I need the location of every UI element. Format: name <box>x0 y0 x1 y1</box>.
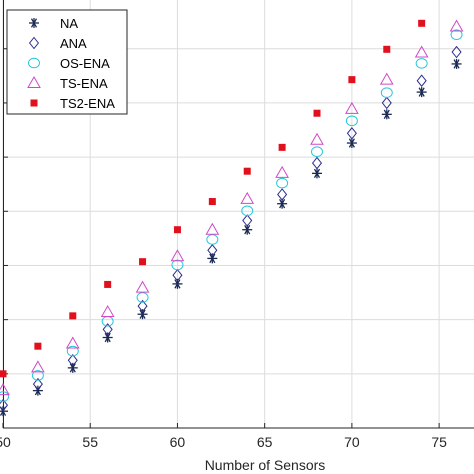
data-point <box>102 332 113 343</box>
legend-item: NA <box>29 16 78 31</box>
legend-box <box>6 9 128 115</box>
data-point <box>449 19 464 32</box>
legend-item: OS-ENA <box>28 56 110 71</box>
data-point <box>278 143 286 151</box>
data-point <box>104 280 112 288</box>
data-point <box>346 138 357 149</box>
legend-marker <box>30 99 38 107</box>
x-tick-label: 70 <box>344 434 360 450</box>
legend: NA ANA OS-ENA TS-ENA TS2-ENA <box>6 9 128 115</box>
data-point <box>207 243 218 257</box>
data-point <box>173 226 181 234</box>
data-point <box>451 58 462 69</box>
data-point <box>276 177 289 189</box>
data-point <box>242 214 253 227</box>
data-point <box>414 45 429 58</box>
legend-marker <box>28 36 40 50</box>
data-point <box>345 115 358 127</box>
data-point <box>67 362 78 373</box>
data-point <box>137 309 148 320</box>
data-point <box>171 259 184 271</box>
series-ana <box>0 45 462 412</box>
axes <box>2 0 474 429</box>
data-point <box>380 87 393 98</box>
data-point <box>0 383 10 396</box>
data-point <box>243 167 251 175</box>
data-point <box>137 299 148 313</box>
legend-item: TS2-ENA <box>30 96 115 111</box>
legend-label: TS2-ENA <box>60 96 115 111</box>
data-point <box>240 191 255 204</box>
data-point <box>450 29 463 40</box>
data-point <box>206 234 219 245</box>
data-point <box>381 96 392 110</box>
data-point <box>207 253 218 264</box>
data-point <box>65 336 80 349</box>
data-point <box>345 101 359 114</box>
data-point <box>381 109 392 120</box>
data-point <box>310 132 324 145</box>
data-point <box>102 323 113 336</box>
legend-marker <box>29 18 39 28</box>
data-point <box>415 58 428 69</box>
data-point <box>67 353 78 367</box>
data-point <box>0 370 7 378</box>
series-os-ena <box>0 29 463 402</box>
x-tick-label: 75 <box>431 434 447 450</box>
series-ts2-ena <box>0 19 426 378</box>
data-point <box>275 165 289 178</box>
data-point <box>0 398 9 412</box>
data-point <box>418 19 426 27</box>
data-point <box>170 249 185 262</box>
legend-label: TS-ENA <box>60 76 108 91</box>
x-tick-label: 65 <box>257 434 273 450</box>
data-point <box>139 258 147 266</box>
data-point <box>66 345 79 357</box>
data-point <box>416 87 427 98</box>
x-tick-label: 55 <box>82 434 98 450</box>
data-point <box>135 280 150 293</box>
data-point <box>208 198 216 206</box>
data-point <box>0 391 9 402</box>
data-point <box>346 126 357 140</box>
data-point <box>451 45 462 59</box>
data-point <box>205 222 220 235</box>
data-point <box>311 156 323 170</box>
data-point <box>69 312 77 320</box>
data-point <box>312 168 322 179</box>
data-point <box>277 188 288 201</box>
x-tick-label: 60 <box>170 434 186 450</box>
legend-label: OS-ENA <box>60 56 110 71</box>
data-point <box>31 370 44 381</box>
data-point <box>100 305 115 318</box>
data-marks <box>0 19 464 417</box>
x-tick-labels: 50 55 60 65 70 75 <box>0 434 447 450</box>
data-point <box>348 76 356 84</box>
x-tick-label: 50 <box>0 434 11 450</box>
legend-marker <box>28 57 40 69</box>
series-ts-ena <box>0 19 464 396</box>
x-axis-label: Number of Sensors <box>205 457 326 473</box>
legend-label: ANA <box>60 36 87 51</box>
data-point <box>311 146 323 157</box>
legend-item: ANA <box>28 36 87 51</box>
data-point <box>313 109 321 117</box>
data-point <box>34 342 42 350</box>
data-point <box>383 45 391 53</box>
legend-label: NA <box>60 16 78 31</box>
data-point <box>32 385 43 396</box>
data-point <box>416 74 427 88</box>
data-point <box>242 224 253 235</box>
legend-marker <box>27 75 41 88</box>
data-point <box>241 205 254 217</box>
data-point <box>32 377 43 391</box>
data-point <box>379 72 394 85</box>
data-point <box>31 360 45 373</box>
data-point <box>172 268 183 282</box>
legend-item: TS-ENA <box>27 75 108 91</box>
